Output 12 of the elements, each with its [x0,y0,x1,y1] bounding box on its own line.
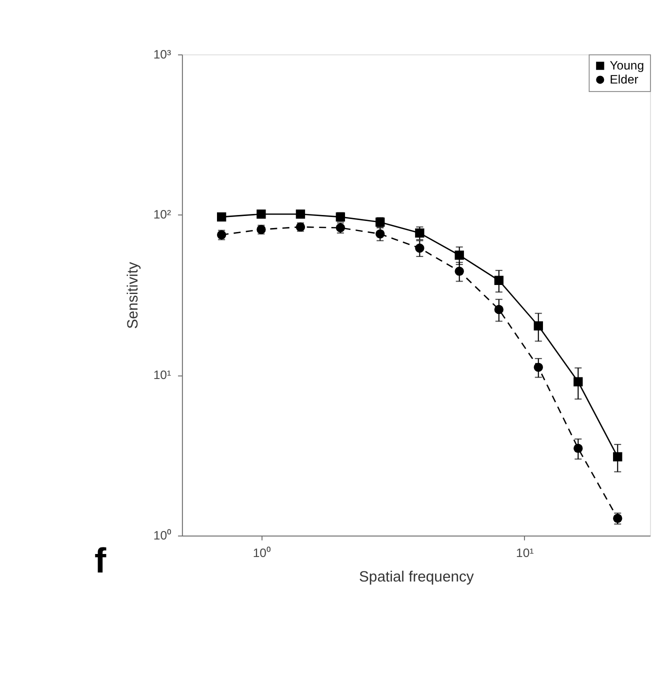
point [574,377,583,386]
point [613,452,622,462]
point [454,250,464,260]
legend-label: Young [610,58,644,72]
text: f [94,541,106,580]
y-tick-label: 10¹ [153,368,172,382]
y-tick-label: 10² [153,208,172,222]
x-axis-title: Spatial frequency [359,570,474,586]
y-tick-label: 10³ [153,47,172,62]
y-axis-title: Sensitivity [125,261,142,329]
legend-label: Elder [610,72,638,86]
y-tick-label: 10⁰ [153,528,172,543]
